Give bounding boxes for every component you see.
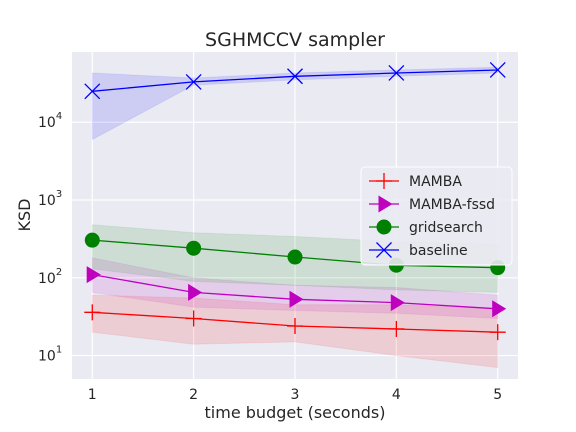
legend-label: baseline [409,243,468,259]
legend-label: MAMBA-fssd [409,197,495,213]
data-point-mamba-fssd [188,283,203,301]
data-point-baseline [489,62,506,78]
legend-marker [376,242,392,258]
data-point-mamba-fssd [492,300,507,318]
legend-label: MAMBA [409,174,462,190]
legend-box [360,166,513,266]
x-tick-label: 4 [392,387,401,403]
chart-title: SGHMCCV sampler [205,29,385,51]
x-tick-labels: 1 2 3 4 5 [88,387,502,403]
data-point-gridsearch [186,240,202,256]
x-axis-label: time budget (seconds) [205,403,386,422]
y-tick-label: 102 [38,267,62,287]
data-point-mamba [388,320,405,337]
data-point-baseline [84,83,101,100]
data-point-baseline [185,73,202,90]
x-tick-label: 1 [88,387,97,403]
x-tick-label: 3 [291,387,300,403]
data-point-mamba [489,324,506,341]
x-tick-label: 2 [189,387,198,403]
data-point-mamba-fssd [390,294,405,312]
y-tick-label: 103 [38,189,62,209]
legend-marker [378,195,393,213]
data-point-mamba [84,304,101,321]
y-tick-label: 101 [38,345,62,365]
data-point-baseline [287,68,303,85]
legend-label: gridsearch [409,220,483,236]
data-point-gridsearch [84,232,100,248]
y-axis-label: KSD [15,199,34,232]
data-point-gridsearch [287,249,303,265]
data-point-mamba [287,318,303,335]
legend-marker [376,219,392,235]
x-tick-label: 5 [493,387,502,403]
data-point-mamba-fssd [289,290,304,308]
grid [72,52,518,379]
data-point-baseline [388,65,405,81]
data-point-mamba-fssd [86,266,101,284]
confidence-band-baseline [91,66,499,141]
y-tick-labels: 101 102 103 104 [38,111,62,364]
legend-marker [376,173,392,189]
y-tick-label: 104 [38,111,62,131]
legend: MAMBA MAMBA-fssd gridsearch baseline [360,166,513,266]
data-point-mamba [185,310,202,327]
